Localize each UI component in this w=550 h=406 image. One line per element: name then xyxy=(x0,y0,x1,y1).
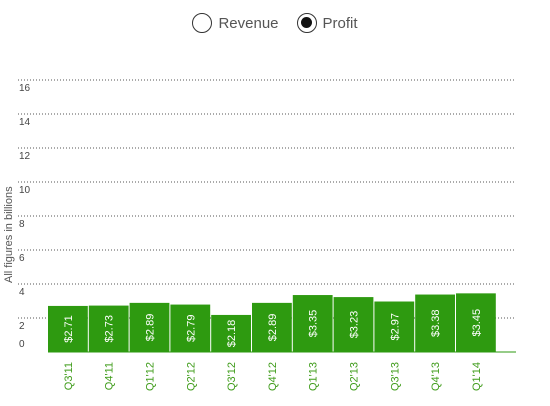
x-tick-label: Q1'12 xyxy=(145,362,157,391)
bar[interactable] xyxy=(129,302,170,352)
y-tick-label: 8 xyxy=(19,219,25,230)
bar-value-label: $2.89 xyxy=(267,314,279,342)
y-tick-label: 0 xyxy=(19,339,25,350)
bar[interactable] xyxy=(88,305,129,352)
bar-value-label: $3.45 xyxy=(471,309,483,337)
bar[interactable] xyxy=(374,301,415,352)
bars: $2.71 $2.73 $2.89 $2.79 $2.18 $2.89 $3.35 $3.23… xyxy=(48,293,496,352)
y-tick-label: 6 xyxy=(19,253,25,264)
bar[interactable] xyxy=(48,305,88,352)
profit-label: Profit xyxy=(322,14,358,32)
x-tick-label: Q1'14 xyxy=(471,362,483,391)
bar[interactable] xyxy=(415,294,455,352)
x-tick-label: Q4'13 xyxy=(430,362,442,391)
profit-radio[interactable] xyxy=(296,13,317,33)
revenue-label: Revenue xyxy=(218,14,279,32)
bar-value-label: $2.97 xyxy=(389,313,401,341)
x-tick-label: Q2'12 xyxy=(185,362,197,391)
x-tick-label: Q3'13 xyxy=(389,362,401,391)
x-tick-label: Q2'13 xyxy=(349,362,361,391)
bar-value-label: $3.35 xyxy=(308,310,320,338)
bar-value-label: $2.71 xyxy=(63,315,75,343)
bar-value-label: $2.89 xyxy=(145,314,157,342)
profit-option[interactable]: Profit xyxy=(296,13,358,33)
x-tick-label: Q4'12 xyxy=(267,362,279,391)
bar[interactable] xyxy=(211,314,251,352)
y-tick-label: 4 xyxy=(19,287,25,298)
x-axis-ticks: Q3'11 Q4'11 Q1'12 Q2'12 Q3'12 Q4'12 Q1'13 Q2'13… xyxy=(63,362,483,391)
bar-value-label: $3.23 xyxy=(349,311,361,339)
bar-value-label: $2.73 xyxy=(104,315,116,343)
x-tick-label: Q3'11 xyxy=(63,362,75,390)
y-axis-label: All figures in billions xyxy=(3,186,15,283)
bar[interactable] xyxy=(456,293,496,352)
y-axis-ticks: 0 2 4 6 8 10 12 14 16 xyxy=(19,83,31,350)
y-tick-label: 12 xyxy=(19,151,31,162)
bar-value-label: $2.79 xyxy=(185,315,197,343)
y-tick-label: 10 xyxy=(19,185,31,196)
bar[interactable] xyxy=(252,302,292,352)
x-tick-label: Q1'13 xyxy=(308,362,320,391)
series-toggle: Revenue Profit xyxy=(0,10,550,36)
revenue-option[interactable]: Revenue xyxy=(192,13,279,33)
x-tick-label: Q4'11 xyxy=(104,362,116,390)
bar[interactable] xyxy=(170,304,211,352)
bar-value-label: $3.38 xyxy=(430,310,442,338)
revenue-radio[interactable] xyxy=(192,13,213,33)
y-tick-label: 2 xyxy=(19,321,25,332)
y-tick-label: 16 xyxy=(19,83,31,94)
bar[interactable] xyxy=(333,297,374,352)
x-tick-label: Q3'12 xyxy=(226,362,238,391)
bar-value-label: $2.18 xyxy=(226,320,238,348)
bar[interactable] xyxy=(292,295,333,352)
y-tick-label: 14 xyxy=(19,117,31,128)
